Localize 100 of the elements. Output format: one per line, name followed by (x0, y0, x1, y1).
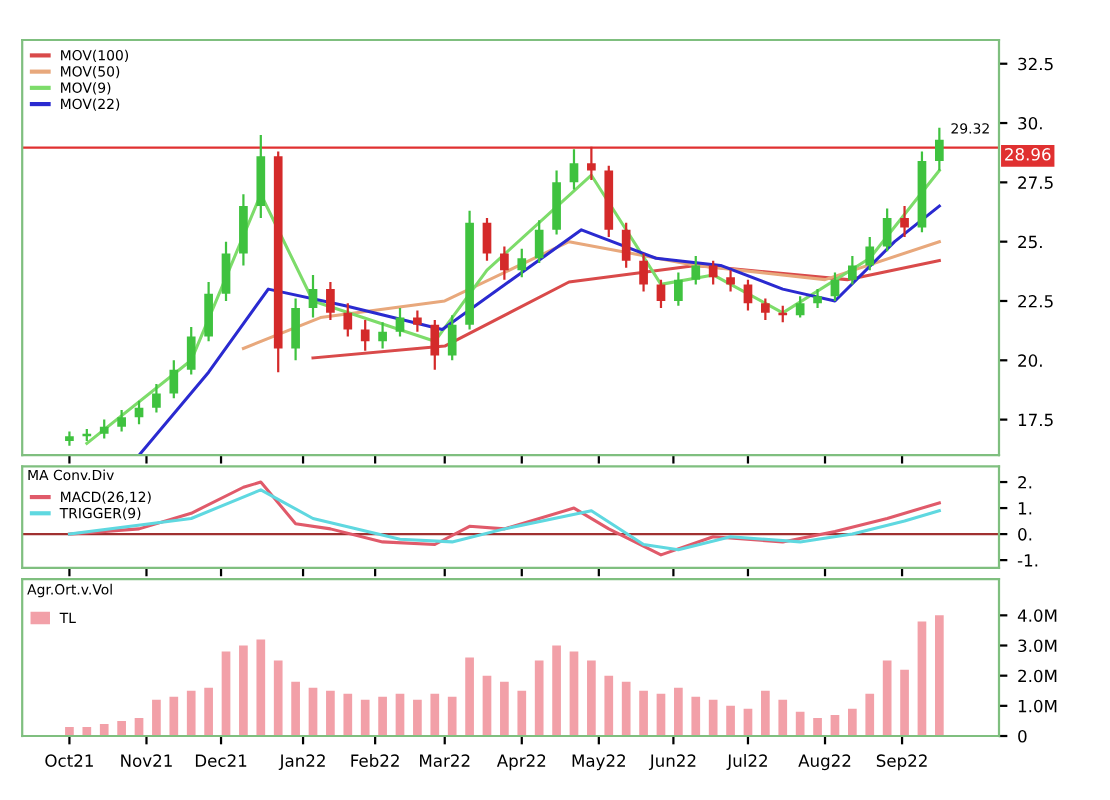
line-series (137, 204, 941, 456)
candlestick (691, 254, 701, 286)
line-series (241, 240, 941, 350)
bar (65, 726, 74, 736)
y-tick-label: 2.0M (1018, 669, 1057, 683)
bar (239, 645, 248, 736)
candlestick (848, 254, 857, 286)
candlestick (726, 269, 735, 293)
bar (308, 687, 318, 736)
candlestick (221, 240, 231, 303)
bar (639, 690, 648, 736)
candlestick (291, 297, 300, 362)
y-tick-label: 1. (1018, 502, 1032, 515)
bar (778, 699, 788, 736)
y-tick-label: -1. (1017, 554, 1038, 567)
x-tick-label: Aug22 (798, 754, 851, 771)
candlestick (308, 273, 318, 319)
x-tick-label: May22 (572, 754, 625, 771)
bar (291, 681, 300, 736)
candlestick (552, 169, 561, 236)
y-tick-label: 3.0M (1018, 639, 1057, 653)
candlestick (882, 207, 892, 253)
y-tick-label: 30. (1018, 117, 1042, 130)
x-tick-label: Feb22 (351, 754, 399, 767)
candlestick (204, 280, 213, 343)
x-tick-label: Dec21 (195, 754, 247, 767)
bar (204, 687, 213, 736)
bar (604, 675, 614, 736)
bar (465, 657, 474, 736)
x-tick-label: Oct21 (45, 754, 93, 767)
y-tick-label: 32.5 (1018, 57, 1053, 71)
bar (569, 651, 579, 736)
bar (343, 693, 353, 736)
candlestick (621, 221, 631, 269)
candlestick (169, 359, 179, 400)
bar (552, 645, 561, 736)
candlestick (360, 318, 370, 352)
bar (865, 693, 875, 736)
candlestick (239, 193, 248, 267)
candlestick (743, 278, 753, 312)
candlestick (674, 271, 683, 307)
candlestick (99, 418, 109, 440)
bar (221, 651, 231, 736)
bar (882, 660, 892, 736)
candlestick (900, 204, 909, 239)
bar (82, 726, 92, 736)
bar (447, 696, 457, 736)
candlestick (326, 280, 335, 322)
candlestick (413, 309, 422, 333)
bar (708, 699, 718, 736)
y-tick-label: 0 (1018, 729, 1027, 743)
y-tick-label: 22.5 (1018, 294, 1053, 308)
bar (621, 681, 631, 736)
bar (117, 720, 126, 736)
bar (500, 681, 509, 736)
bar (273, 660, 283, 736)
candlestick (500, 245, 509, 281)
candlestick (186, 325, 196, 376)
y-tick-label: 20. (1018, 354, 1042, 367)
bar (256, 639, 266, 736)
y-tick-label: 25. (1018, 235, 1042, 249)
bar (674, 687, 683, 736)
bar (917, 621, 927, 736)
line-series (85, 168, 941, 445)
candlestick (343, 302, 353, 338)
bar (152, 699, 161, 736)
candlestick (708, 259, 718, 286)
candlestick (813, 288, 822, 310)
candlestick (517, 247, 527, 279)
bar (534, 660, 544, 736)
candlestick (117, 409, 126, 433)
x-tick-label: Jun22 (648, 754, 696, 771)
bar (587, 660, 596, 736)
candlestick (865, 235, 875, 272)
bar (848, 708, 857, 736)
bar (761, 690, 770, 736)
line-series (311, 259, 941, 360)
bar (482, 675, 492, 736)
candlestick (447, 314, 457, 362)
bar (935, 615, 944, 736)
y-tick-label: 1.0M (1018, 699, 1057, 713)
x-tick-label: Apr22 (496, 754, 546, 771)
bar (900, 669, 909, 736)
bar (360, 699, 370, 736)
bar (186, 690, 196, 736)
bar (691, 696, 701, 736)
candlestick (534, 219, 544, 265)
x-tick-label: Sep22 (876, 754, 927, 771)
x-tick-label: Jan22 (278, 754, 325, 771)
x-tick-label: Nov21 (121, 754, 172, 767)
bar (430, 693, 440, 736)
bar (326, 690, 335, 736)
candlestick (152, 382, 161, 414)
bar (99, 723, 109, 736)
bar (517, 690, 527, 736)
ref-line-label: 28.96 (1005, 148, 1051, 161)
candlestick (65, 430, 74, 447)
x-tick-label: Jul22 (726, 754, 767, 771)
candlestick (656, 278, 666, 310)
y-tick-label: 17.5 (1018, 413, 1053, 427)
